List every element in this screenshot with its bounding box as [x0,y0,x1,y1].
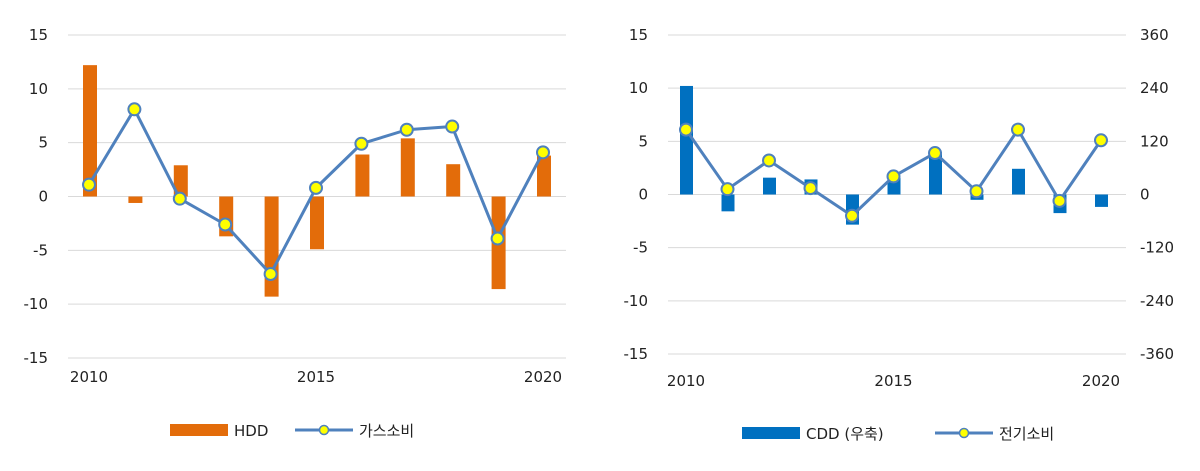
y-tick-label: 0 [638,186,648,204]
bar [1095,194,1108,207]
x-tick-label: 2010 [70,368,108,386]
line-point [803,181,818,196]
y2-tick-label: 0 [1140,186,1150,204]
line-point [928,146,942,161]
y-tick-label: -5 [633,239,648,257]
x-tick-label: 2015 [874,372,912,390]
bar [446,164,461,197]
y2-tick-label: -120 [1140,239,1174,257]
bar [537,155,551,197]
legend-label: CDD (우축) [806,425,884,443]
line-point [969,184,984,199]
bar [310,196,324,250]
chart-electricity: 15 10 5 0 -5 -10 -15 360 240 120 0 -120 -240 -360 2010… [624,26,1175,443]
bar [1012,168,1025,195]
bar [400,138,415,197]
line-point [1052,193,1067,208]
line-point [1094,133,1108,148]
y2-tick-label: 120 [1140,132,1169,150]
line-point [845,208,859,223]
y-tick-label: 5 [638,132,648,150]
line-point [218,217,233,232]
line-point [762,153,776,168]
y-tick-label: -10 [624,292,649,310]
bar [264,196,279,297]
y-tick-label: -10 [24,295,49,313]
y-tick-label: -15 [24,349,49,367]
line-point [679,122,693,137]
x-tick-label: 2015 [297,368,335,386]
y-tick-label: 10 [629,79,648,97]
y-tick-label: 0 [38,188,48,206]
legend-marker [318,424,330,436]
bar [721,194,735,212]
y-tick-label: 5 [38,134,48,152]
legend-label: HDD [234,422,268,440]
y2-tick-label: -360 [1140,345,1174,363]
bar [355,154,370,197]
bar [763,177,776,195]
bar [929,151,942,195]
bar [173,165,188,197]
line-point [490,231,505,246]
x-tick-label: 2020 [1082,372,1120,390]
line-point [886,169,901,184]
line-point [720,182,735,197]
line-point [1011,122,1025,137]
x-tick-label: 2020 [524,368,562,386]
legend-label: 가스소비 [359,422,414,440]
line-point [82,177,96,192]
bar [680,85,693,195]
legend-bar-swatch [170,424,228,436]
line-point [127,102,142,117]
line-point [445,119,460,134]
line-point [399,122,414,137]
line-point [263,267,278,282]
line-point [309,180,323,195]
y-tick-label: 15 [29,26,48,44]
legend-marker [958,427,970,439]
y2-tick-label: 240 [1140,79,1169,97]
line-point [172,191,187,206]
y2-tick-label: -240 [1140,292,1174,310]
line-point [536,145,550,160]
y2-tick-label: 360 [1140,26,1169,44]
y-tick-label: 10 [29,80,48,98]
y-tick-label: -15 [624,345,649,363]
x-tick-label: 2010 [667,372,705,390]
bar [128,196,143,203]
legend-label: 전기소비 [999,425,1054,443]
legend-bar-swatch [742,427,800,439]
chart-gas: 15 10 5 0 -5 -10 -15 2010 2015 2020 HDD 가스소비 [24,26,566,440]
y-tick-label: 15 [629,26,648,44]
line-point [354,136,369,151]
bar [83,65,97,197]
y-tick-label: -5 [33,241,48,259]
